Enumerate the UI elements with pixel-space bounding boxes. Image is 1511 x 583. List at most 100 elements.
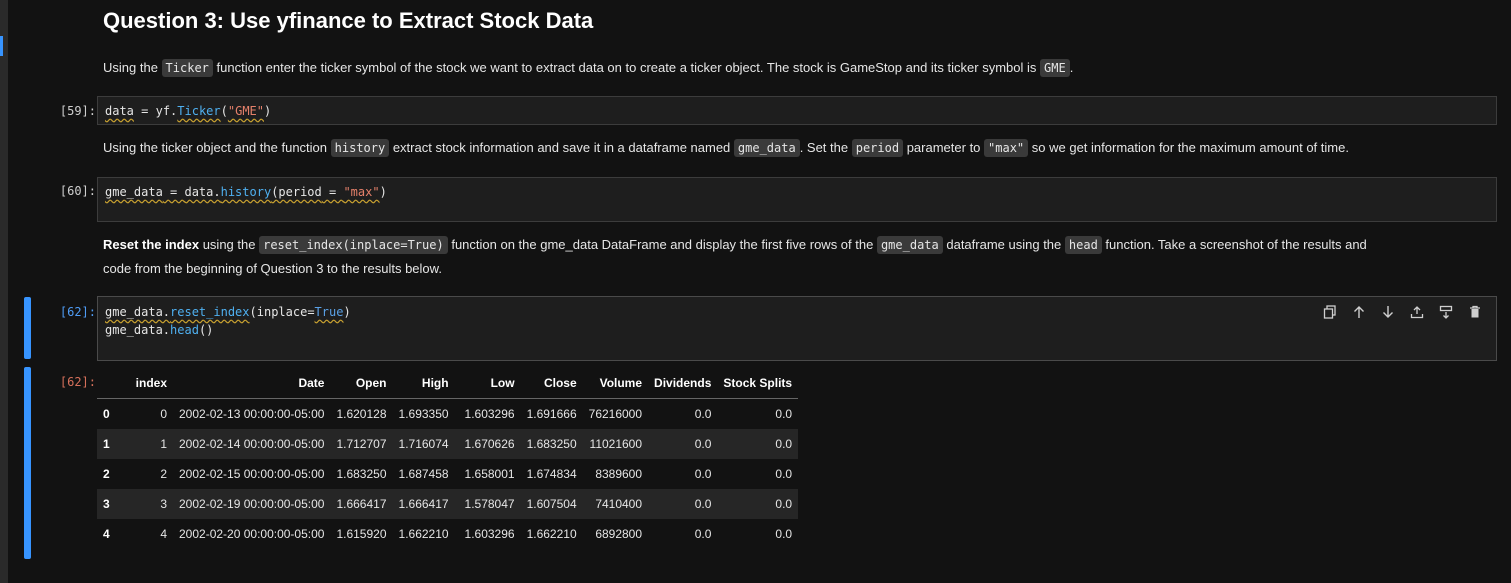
code-line: data = yf.Ticker("GME") — [105, 104, 272, 118]
column-header: Volume — [582, 368, 649, 399]
table-cell: 1.603296 — [464, 407, 515, 421]
move-down-icon[interactable] — [1379, 303, 1397, 321]
table-cell: 0.0 — [775, 467, 793, 481]
table-cell: 1.615920 — [336, 527, 387, 541]
markdown-cell-3[interactable]: Reset the index using the reset_index(in… — [103, 233, 1473, 281]
table-cell: 1.620128 — [336, 407, 387, 421]
table-cell: 2002-02-13 00:00:00-05:00 — [179, 407, 325, 421]
table-cell: 1.666417 — [398, 497, 449, 511]
row-index: 4 — [103, 527, 110, 541]
code-cell-60[interactable]: gme_data = data.history(period = "max") — [97, 177, 1497, 222]
md-text: parameter to — [903, 140, 985, 155]
table-cell: 8389600 — [595, 467, 643, 481]
cell-toolbar — [1321, 303, 1484, 321]
output-selection-bar[interactable] — [24, 367, 31, 559]
table-cell: 1.670626 — [464, 437, 515, 451]
md-text: function enter the ticker symbol of the … — [212, 60, 1040, 75]
table-cell: 0 — [160, 407, 167, 421]
table-cell: 1.687458 — [398, 467, 449, 481]
table-row: 0 0 2002-02-13 00:00:00-05:00 1.620128 1… — [97, 398, 799, 429]
inline-code: head — [1064, 236, 1102, 254]
table-cell: 1.658001 — [464, 467, 515, 481]
table-cell: 1.683250 — [336, 467, 387, 481]
table-cell: 0.0 — [775, 497, 793, 511]
column-header: Dividends — [648, 368, 718, 399]
table-cell: 2002-02-14 00:00:00-05:00 — [179, 437, 325, 451]
table-cell: 0.0 — [694, 497, 712, 511]
left-edge-marker — [0, 36, 3, 56]
cell-selection-bar[interactable] — [24, 297, 31, 359]
table-cell: 1.662210 — [398, 527, 449, 541]
md-text: . Set the — [799, 140, 852, 155]
inline-code: "max" — [984, 139, 1029, 157]
copy-icon[interactable] — [1321, 303, 1339, 321]
md-text: extract stock information and save it in… — [389, 140, 734, 155]
table-row: 3 3 2002-02-19 00:00:00-05:00 1.666417 1… — [97, 489, 799, 519]
table-cell: 1.578047 — [464, 497, 515, 511]
dataframe-table: index Date Open High Low Close Volume Di… — [97, 368, 799, 549]
move-up-icon[interactable] — [1350, 303, 1368, 321]
table-cell: 76216000 — [588, 407, 643, 421]
table-cell: 1.691666 — [526, 407, 577, 421]
inline-code: history — [330, 139, 390, 157]
inline-code: period — [851, 139, 904, 157]
table-cell: 6892800 — [595, 527, 643, 541]
table-cell: 7410400 — [595, 497, 643, 511]
table-cell: 0.0 — [775, 437, 793, 451]
table-header-row: index Date Open High Low Close Volume Di… — [97, 368, 799, 399]
cell-prompt: [59]: — [59, 104, 96, 118]
code-cell-59[interactable]: data = yf.Ticker("GME") — [97, 96, 1497, 125]
table-row: 2 2 2002-02-15 00:00:00-05:00 1.683250 1… — [97, 459, 799, 489]
table-cell: 0.0 — [694, 467, 712, 481]
md-text: using the — [199, 237, 260, 252]
table-cell: 0.0 — [694, 437, 712, 451]
row-index: 1 — [103, 437, 110, 451]
table-cell: 1.716074 — [398, 437, 449, 451]
md-text: Using the ticker object and the function — [103, 140, 331, 155]
table-cell: 0.0 — [694, 407, 712, 421]
insert-below-icon[interactable] — [1437, 303, 1455, 321]
column-header: High — [392, 368, 455, 399]
table-cell: 0.0 — [775, 407, 793, 421]
cell-prompt: [60]: — [59, 184, 96, 198]
column-header: Stock Splits — [717, 368, 799, 399]
markdown-cell-1[interactable]: Using the Ticker function enter the tick… — [103, 56, 1073, 80]
table-cell: 1.693350 — [398, 407, 449, 421]
column-header: Open — [330, 368, 393, 399]
delete-icon[interactable] — [1466, 303, 1484, 321]
code-line: gme_data.head() — [105, 323, 214, 337]
inline-code: Ticker — [161, 59, 213, 77]
table-cell: 2002-02-15 00:00:00-05:00 — [179, 467, 325, 481]
markdown-cell-2[interactable]: Using the ticker object and the function… — [103, 136, 1349, 160]
table-cell: 3 — [160, 497, 167, 511]
column-header: index — [123, 368, 173, 399]
table-cell: 0.0 — [694, 527, 712, 541]
code-cell-62[interactable]: gme_data.reset_index(inplace=True) gme_d… — [97, 296, 1497, 361]
inline-code: gme_data — [876, 236, 943, 254]
left-edge-strip — [0, 0, 8, 583]
row-index: 3 — [103, 497, 110, 511]
insert-above-icon[interactable] — [1408, 303, 1426, 321]
row-index: 2 — [103, 467, 110, 481]
output-prompt: [62]: — [59, 375, 96, 389]
table-cell: 1.674834 — [526, 467, 577, 481]
cell-prompt: [62]: — [59, 305, 96, 319]
table-cell: 11021600 — [589, 437, 643, 451]
table-cell: 1.603296 — [464, 527, 515, 541]
table-cell: 1.683250 — [526, 437, 577, 451]
column-header: Low — [454, 368, 521, 399]
md-text: function on the gme_data DataFrame and d… — [447, 237, 877, 252]
column-header — [97, 368, 123, 399]
code-line: gme_data.reset_index(inplace=True) — [105, 305, 351, 319]
table-cell: 2002-02-19 00:00:00-05:00 — [179, 497, 325, 511]
table-row: 4 4 2002-02-20 00:00:00-05:00 1.615920 1… — [97, 519, 799, 549]
md-text: dataframe using the — [942, 237, 1065, 252]
table-row: 1 1 2002-02-14 00:00:00-05:00 1.712707 1… — [97, 429, 799, 459]
inline-code: reset_index(inplace=True) — [259, 236, 448, 254]
table-cell: 0.0 — [775, 527, 793, 541]
column-header: Close — [520, 368, 583, 399]
code-line: gme_data = data.history(period = "max") — [105, 185, 387, 199]
table-cell: 1.666417 — [336, 497, 387, 511]
table-cell: 1 — [160, 437, 167, 451]
inline-code: GME — [1040, 59, 1070, 77]
